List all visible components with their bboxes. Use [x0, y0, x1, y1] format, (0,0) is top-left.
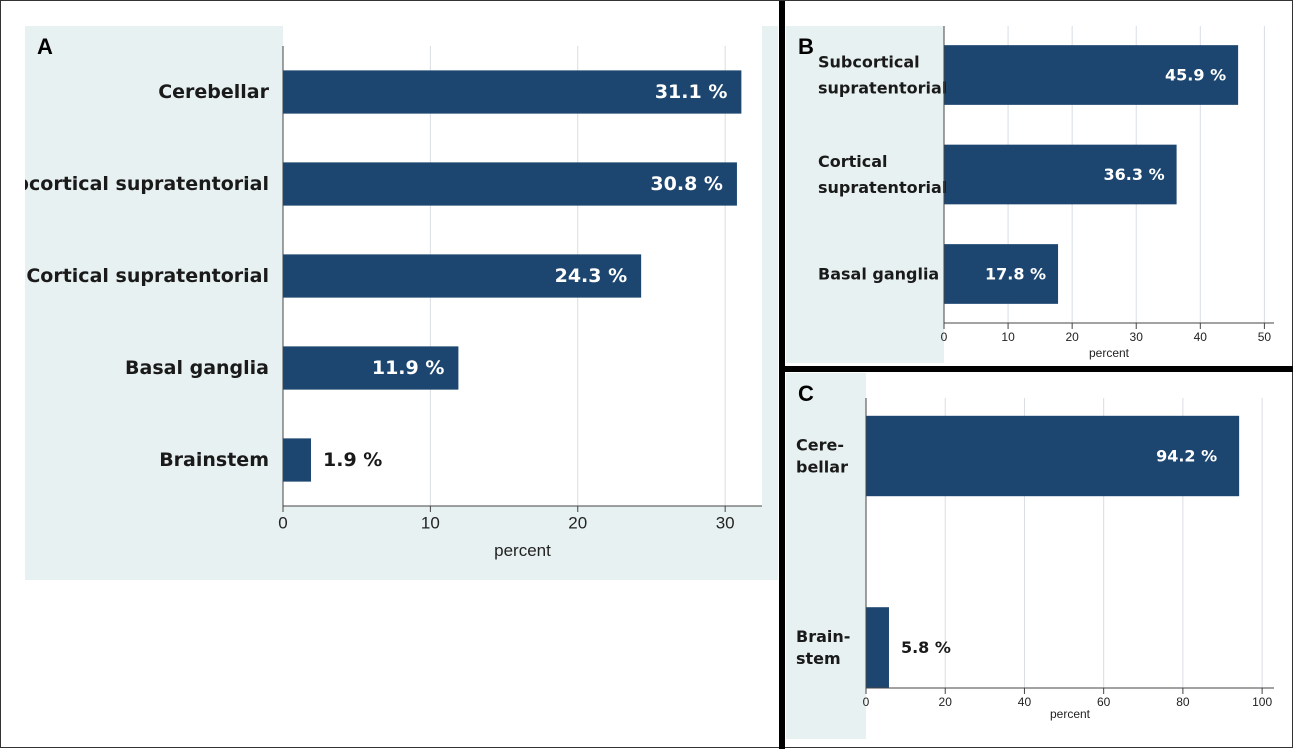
x-axis-label: percent [1050, 707, 1091, 721]
bar [866, 607, 889, 688]
tick-label: 100 [1252, 695, 1272, 709]
category-label: Subcortical supratentorial [818, 53, 947, 98]
chart-svg-a: 31.1 % Cerebellar 30.8 % Subcortical suprat… [25, 26, 778, 580]
data-label: 31.1 % [655, 81, 728, 103]
data-label: 45.9 % [1165, 66, 1226, 85]
bar [944, 144, 1177, 205]
tick-label: 10 [1001, 330, 1015, 344]
vertical-divider [779, 1, 785, 749]
bar [866, 415, 1240, 497]
data-label: 24.3 % [555, 265, 628, 287]
panel-c: 94.2 % Cere-bellar 5.8 % Brain-stem 0 20 40 60 8… [786, 373, 1286, 739]
bar [944, 45, 1239, 105]
tick-label: 30 [1130, 330, 1144, 344]
data-label: 1.9 % [323, 449, 382, 471]
panel-label: A [37, 34, 53, 59]
x-axis-label: percent [1089, 346, 1130, 360]
tick-label: 0 [278, 513, 287, 532]
data-label: 30.8 % [650, 173, 723, 195]
bar [283, 438, 312, 482]
category-label: Subcortical supratentorial [25, 173, 269, 195]
bar [283, 162, 737, 206]
tick-label: 30 [716, 513, 735, 532]
tick-label: 0 [941, 330, 948, 344]
tick-label: 40 [1018, 695, 1032, 709]
panel-background [786, 26, 944, 363]
tick-label: 10 [421, 513, 440, 532]
tick-label: 20 [568, 513, 587, 532]
tick-label: 0 [863, 695, 870, 709]
category-label: Cortical supratentorial [818, 152, 947, 197]
panel-label: C [798, 381, 814, 406]
tick-label: 60 [1097, 695, 1111, 709]
x-axis-label: percent [494, 541, 551, 560]
category-label: Cortical supratentorial [26, 265, 269, 287]
category-label: Cere-bellar [796, 436, 848, 477]
tick-label: 50 [1258, 330, 1272, 344]
tick-label: 20 [1065, 330, 1079, 344]
category-label: Brainstem [159, 449, 269, 471]
category-label: Basal ganglia [125, 357, 269, 379]
tick-label: 80 [1176, 695, 1190, 709]
data-label: 94.2 % [1156, 447, 1217, 466]
bar [944, 244, 1059, 304]
category-label: Cerebellar [158, 81, 269, 103]
tick-label: 40 [1194, 330, 1208, 344]
bar [283, 346, 459, 390]
data-label: 5.8 % [901, 638, 951, 657]
chart-svg-c: 94.2 % Cere-bellar 5.8 % Brain-stem 0 20 40 60 8… [786, 373, 1274, 739]
category-label: Basal ganglia [818, 264, 939, 283]
panel-b: 45.9 % Subcortical supratentorial 36.3 % Cor… [786, 26, 1286, 363]
tick-label: 20 [939, 695, 953, 709]
panel-background [786, 373, 866, 739]
data-label: 17.8 % [985, 264, 1046, 283]
panel-a: 31.1 % Cerebellar 30.8 % Subcortical suprat… [25, 26, 778, 580]
bar [283, 70, 742, 114]
panel-label: B [798, 34, 814, 59]
bar [283, 254, 642, 298]
data-label: 36.3 % [1104, 165, 1165, 184]
category-label: Brain-stem [796, 627, 850, 668]
horizontal-divider [783, 366, 1293, 372]
data-label: 11.9 % [372, 357, 445, 379]
chart-svg-b: 45.9 % Subcortical supratentorial 36.3 % Cor… [786, 26, 1274, 363]
